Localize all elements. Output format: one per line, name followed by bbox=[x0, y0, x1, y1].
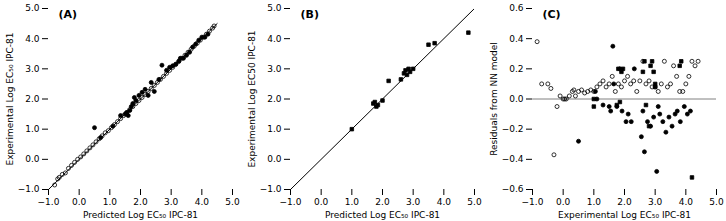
svg-text:−1.0: −1.0 bbox=[38, 197, 60, 207]
svg-text:5.0: 5.0 bbox=[225, 197, 240, 207]
svg-text:0.0: 0.0 bbox=[72, 197, 87, 207]
svg-text:1.0: 1.0 bbox=[267, 124, 282, 134]
svg-text:Predicted Log EC₅₀ IPC-81: Predicted Log EC₅₀ IPC-81 bbox=[83, 210, 198, 220]
svg-text:1.0: 1.0 bbox=[587, 197, 602, 207]
svg-text:3.0: 3.0 bbox=[25, 64, 40, 74]
svg-text:2.0: 2.0 bbox=[133, 197, 148, 207]
svg-text:3.0: 3.0 bbox=[267, 64, 282, 74]
svg-text:0.0: 0.0 bbox=[267, 154, 282, 164]
svg-text:4.0: 4.0 bbox=[437, 197, 452, 207]
svg-text:4.0: 4.0 bbox=[25, 34, 40, 44]
svg-text:Experimental Log EC₅₀ IPC-81: Experimental Log EC₅₀ IPC-81 bbox=[5, 33, 15, 166]
svg-text:4.0: 4.0 bbox=[679, 197, 694, 207]
svg-text:−1.0: −1.0 bbox=[280, 197, 302, 207]
svg-text:0.2: 0.2 bbox=[509, 64, 523, 74]
svg-text:3.0: 3.0 bbox=[406, 197, 421, 207]
svg-text:5.0: 5.0 bbox=[467, 197, 482, 207]
svg-text:5.0: 5.0 bbox=[267, 3, 282, 13]
svg-text:Experimental Log EC50 IPC-81: Experimental Log EC50 IPC-81 bbox=[247, 30, 257, 167]
svg-text:0.6: 0.6 bbox=[509, 3, 524, 13]
svg-text:Experimental Log EC₅₀ IPC-81: Experimental Log EC₅₀ IPC-81 bbox=[558, 210, 691, 220]
svg-text:4.0: 4.0 bbox=[267, 34, 282, 44]
svg-text:0.0: 0.0 bbox=[509, 94, 524, 104]
svg-text:2.0: 2.0 bbox=[617, 197, 632, 207]
svg-text:(B): (B) bbox=[301, 8, 319, 21]
svg-text:−1.0: −1.0 bbox=[260, 184, 282, 194]
svg-text:5.0: 5.0 bbox=[25, 3, 40, 13]
svg-text:−0.2: −0.2 bbox=[502, 124, 524, 134]
svg-text:Predicted Log EC₅₀ IPC-81: Predicted Log EC₅₀ IPC-81 bbox=[325, 210, 440, 220]
svg-text:(C): (C) bbox=[543, 8, 561, 21]
svg-text:2.0: 2.0 bbox=[25, 94, 40, 104]
svg-text:−1.0: −1.0 bbox=[18, 184, 40, 194]
svg-text:0.4: 0.4 bbox=[509, 34, 524, 44]
svg-text:−0.6: −0.6 bbox=[502, 184, 524, 194]
svg-text:0.0: 0.0 bbox=[556, 197, 571, 207]
svg-text:1.0: 1.0 bbox=[103, 197, 118, 207]
svg-text:Residuals from NN model: Residuals from NN model bbox=[489, 42, 499, 156]
svg-text:(A): (A) bbox=[59, 8, 78, 21]
svg-text:4.0: 4.0 bbox=[195, 197, 210, 207]
svg-text:5.0: 5.0 bbox=[709, 197, 724, 207]
svg-text:0.0: 0.0 bbox=[25, 154, 40, 164]
svg-text:−1.0: −1.0 bbox=[522, 197, 544, 207]
svg-text:−0.4: −0.4 bbox=[502, 154, 524, 164]
svg-text:3.0: 3.0 bbox=[164, 197, 179, 207]
svg-text:2.0: 2.0 bbox=[375, 197, 390, 207]
svg-text:1.0: 1.0 bbox=[345, 197, 360, 207]
svg-text:0.0: 0.0 bbox=[314, 197, 329, 207]
svg-text:3.0: 3.0 bbox=[648, 197, 663, 207]
svg-text:1.0: 1.0 bbox=[25, 124, 40, 134]
svg-text:2.0: 2.0 bbox=[267, 94, 282, 104]
